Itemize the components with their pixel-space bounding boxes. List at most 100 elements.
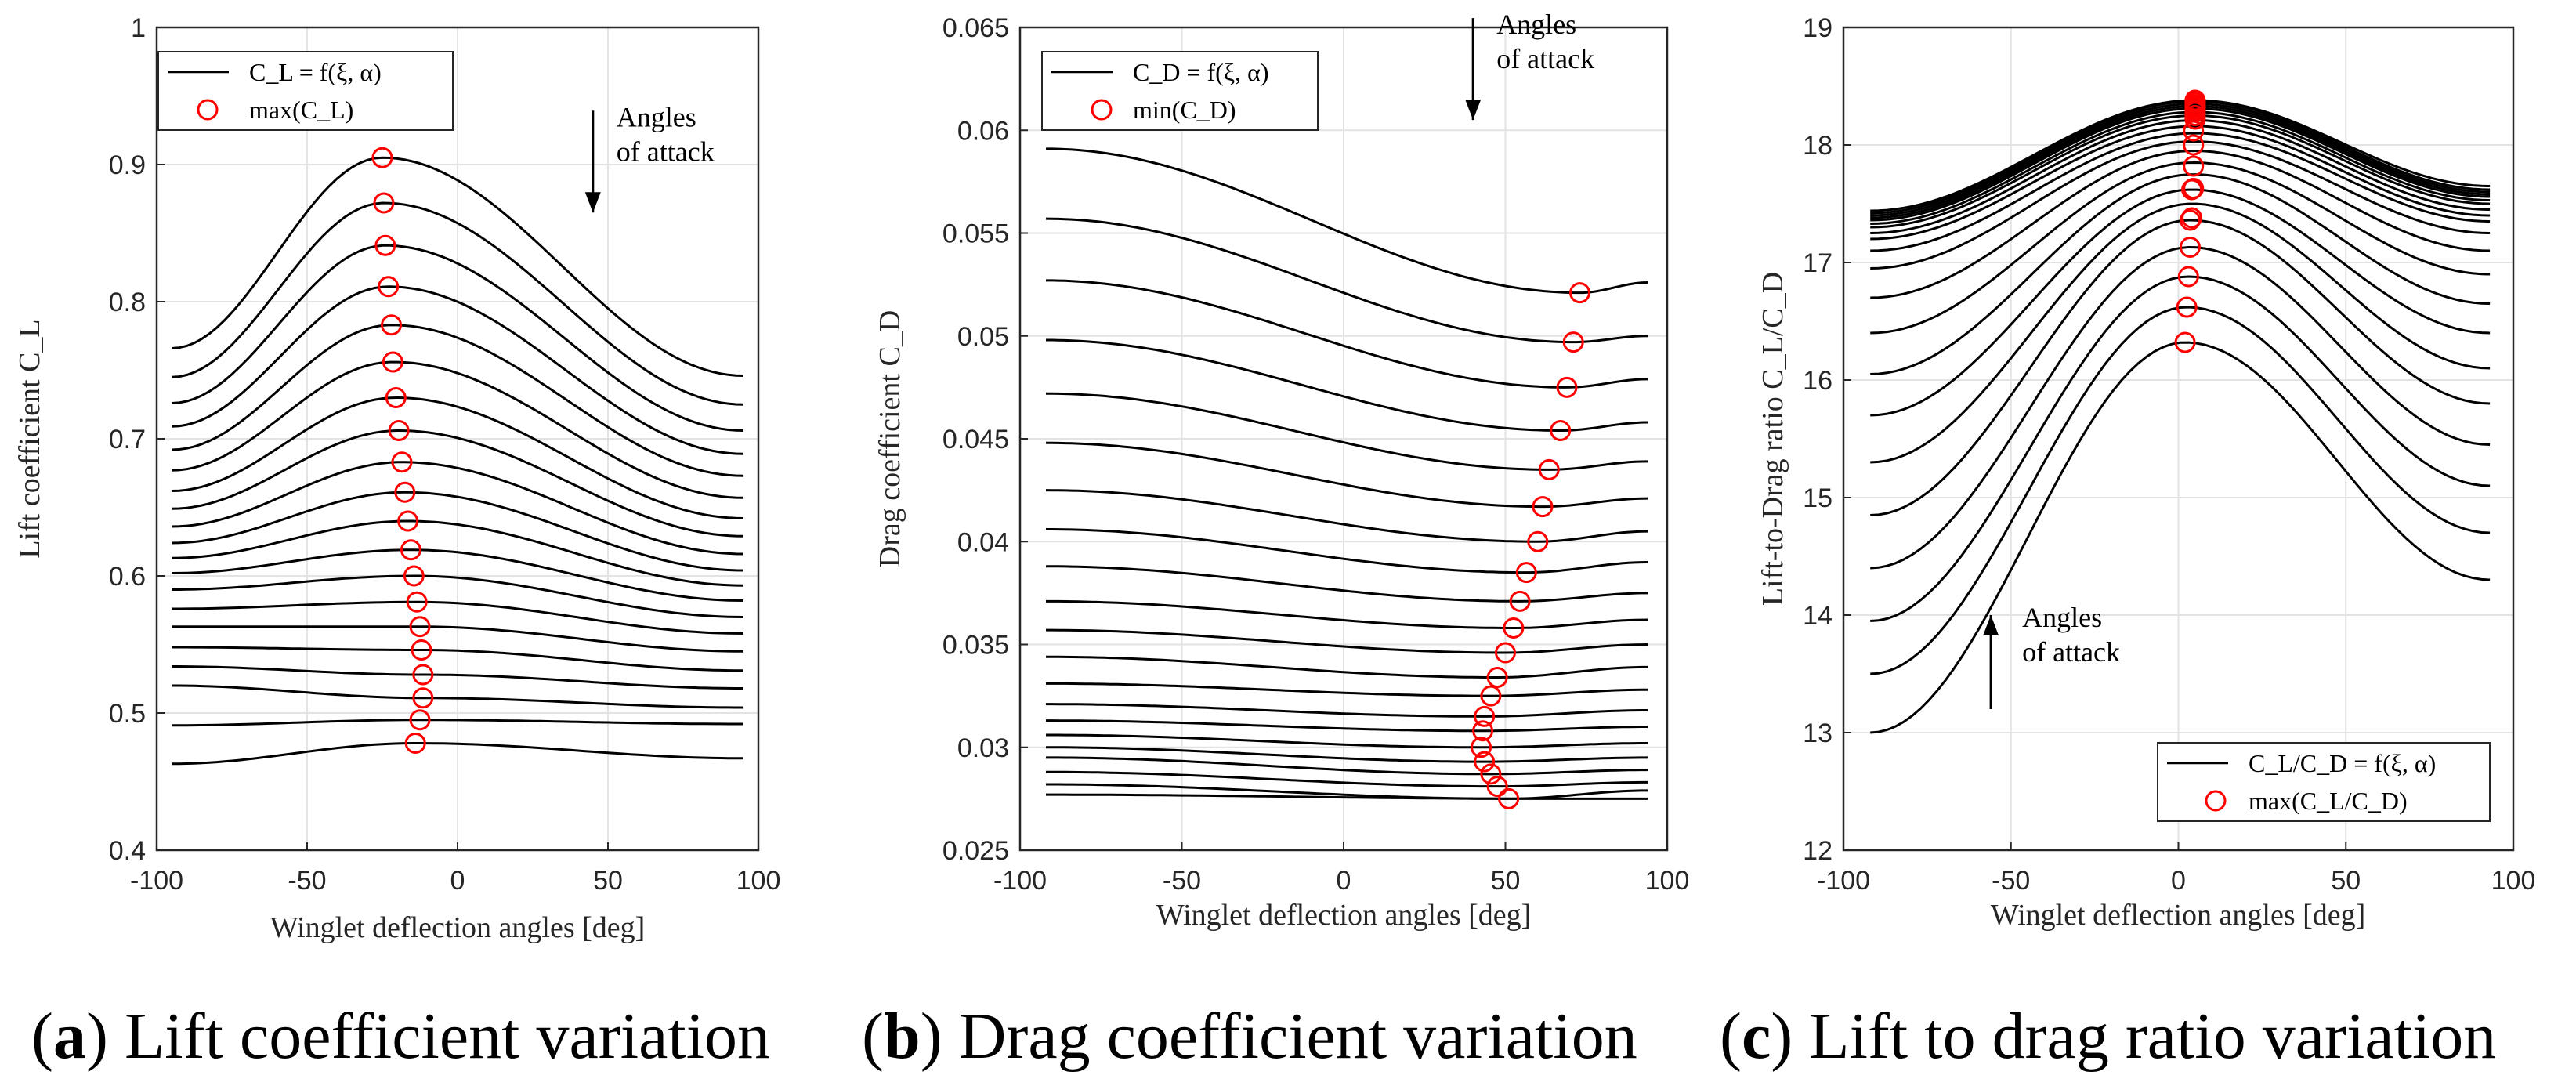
a-xtick-label-4: 100: [736, 866, 781, 896]
b-xtick-label-0: -100: [993, 866, 1047, 896]
a-series-line-11: [172, 548, 743, 602]
b-series-line-16: [1046, 746, 1648, 763]
b-extremum-marker-0: [1568, 282, 1590, 304]
a-annotation-text-1: of attack: [617, 136, 715, 167]
c-series-line-7: [1870, 173, 2491, 375]
a-series-line-1: [172, 201, 743, 406]
a-series-line-8: [172, 461, 743, 556]
a-annotation-text-0: Angles: [617, 101, 696, 132]
panel-a-curves: [172, 156, 743, 766]
panel-a-markers: [371, 147, 434, 754]
panel-b-drag-chart: -100 -50 0 50 100 0.0250.030.0350.040.0450.0…: [874, 9, 1689, 932]
b-series-line-1: [1045, 217, 1648, 344]
a-extremum-marker-5: [382, 351, 403, 373]
a-extremum-marker-11: [400, 539, 421, 561]
a-extremum-marker-17: [412, 687, 434, 709]
a-ytick-label-3: 0.7: [109, 425, 146, 454]
panel-b-y-label: Drag coefficient C_D: [874, 310, 906, 568]
a-extremum-marker-4: [381, 314, 403, 336]
c-xtick-label-0: -100: [1817, 866, 1870, 896]
c-series-line-9: [1870, 149, 2491, 299]
a-ytick-label-0: 0.4: [109, 836, 146, 866]
a-series-line-12: [172, 574, 743, 618]
b-extremum-marker-8: [1509, 590, 1531, 612]
b-series-line-3: [1046, 338, 1648, 432]
panel-a-x-label: Winglet deflection angles [deg]: [270, 911, 646, 944]
a-ytick-label-4: 0.8: [109, 288, 146, 317]
b-series-line-8: [1046, 565, 1648, 603]
c-series-line-17: [1870, 104, 2491, 219]
b-series-line-18: [1046, 770, 1648, 788]
panel-b-legend: C_D = f(ξ, α) min(C_D): [1041, 51, 1319, 131]
c-series-line-15: [1870, 110, 2491, 225]
a-extremum-marker-6: [385, 387, 407, 408]
c-series-line-13: [1870, 118, 2491, 234]
b-extremum-marker-10: [1495, 642, 1516, 664]
a-series-line-17: [172, 684, 743, 709]
a-series-line-19: [172, 742, 743, 766]
panel-a-legend-marker-label: max(C_L): [249, 96, 353, 124]
b-extremum-marker-6: [1527, 530, 1549, 552]
a-extremum-marker-8: [391, 451, 413, 473]
c-ytick-label-5: 17: [1803, 248, 1833, 278]
c-ytick-label-2: 14: [1803, 601, 1833, 631]
b-extremum-marker-12: [1480, 685, 1502, 707]
c-extremum-marker-4: [2179, 209, 2201, 231]
c-xtick-label-4: 100: [2491, 866, 2536, 896]
b-annotation-arrow-head: [1465, 100, 1482, 121]
captions: (a) Lift coefficient variation (b) Drag …: [31, 1000, 2496, 1073]
c-ytick-label-0: 12: [1803, 836, 1833, 866]
c-extremum-marker-9: [2183, 134, 2205, 156]
b-ytick-label-5: 0.05: [957, 322, 1009, 352]
b-extremum-marker-14: [1472, 720, 1494, 742]
panel-b-markers: [1471, 282, 1590, 809]
panel-b-curves: [1045, 147, 1648, 800]
a-series-line-16: [172, 665, 743, 690]
c-series-line-5: [1870, 202, 2491, 464]
b-ytick-label-7: 0.06: [957, 116, 1009, 146]
b-series-line-11: [1046, 655, 1648, 679]
c-extremum-marker-20: [2184, 89, 2206, 111]
c-series-line-6: [1870, 188, 2491, 417]
panel-a-legend-line-label: C_L = f(ξ, α): [249, 58, 382, 86]
c-series-line-1: [1870, 306, 2491, 675]
a-series-line-7: [172, 429, 743, 538]
panel-b-x-label: Winglet deflection angles [deg]: [1156, 899, 1532, 932]
a-series-line-0: [172, 156, 743, 377]
c-extremum-marker-0: [2174, 331, 2196, 353]
c-series-line-8: [1870, 161, 2491, 335]
panel-b-y-ticks: 0.025 0.03 0.035 0.04 0.045 0.05 0.055 0.06 0.06…: [942, 13, 1028, 866]
a-extremum-marker-1: [373, 192, 395, 214]
panel-a-y-ticks: 0.4 0.5 0.6 0.7 0.8 0.9 1: [109, 13, 165, 866]
a-extremum-marker-15: [411, 639, 432, 661]
panel-a-annotation: Angles of attack: [584, 101, 715, 213]
a-ytick-label-2: 0.6: [109, 562, 146, 592]
b-extremum-marker-19: [1498, 787, 1520, 809]
panel-a-legend: C_L = f(ξ, α) max(C_L): [157, 51, 454, 131]
a-annotation-arrow-head: [584, 192, 601, 213]
b-extremum-marker-17: [1480, 763, 1502, 785]
b-extremum-marker-1: [1562, 331, 1584, 353]
caption-b: (b) Drag coefficient variation: [862, 1000, 1637, 1073]
c-xtick-label-2: 0: [2171, 866, 2186, 896]
a-xtick-label-2: 0: [450, 866, 465, 896]
panel-b-axes-box: [1018, 26, 1669, 852]
b-series-line-4: [1046, 392, 1648, 471]
a-series-line-15: [172, 646, 743, 672]
c-series-line-16: [1870, 107, 2491, 222]
b-series-line-0: [1046, 147, 1648, 295]
b-annotation-text-1: of attack: [1496, 43, 1594, 74]
c-series-line-11: [1870, 132, 2491, 252]
b-ytick-label-1: 0.03: [957, 733, 1009, 763]
b-series-line-7: [1046, 528, 1648, 574]
a-extremum-marker-9: [394, 481, 416, 503]
b-extremum-marker-16: [1474, 751, 1496, 773]
b-series-line-19: [1046, 783, 1648, 800]
a-series-line-13: [172, 600, 743, 635]
c-series-line-0: [1870, 341, 2491, 734]
panel-a-x-ticks: -100 -50 0 50 100: [130, 842, 780, 896]
b-ytick-label-3: 0.04: [957, 527, 1009, 557]
c-extremum-marker-1: [2176, 296, 2198, 318]
b-xtick-label-2: 0: [1337, 866, 1351, 896]
